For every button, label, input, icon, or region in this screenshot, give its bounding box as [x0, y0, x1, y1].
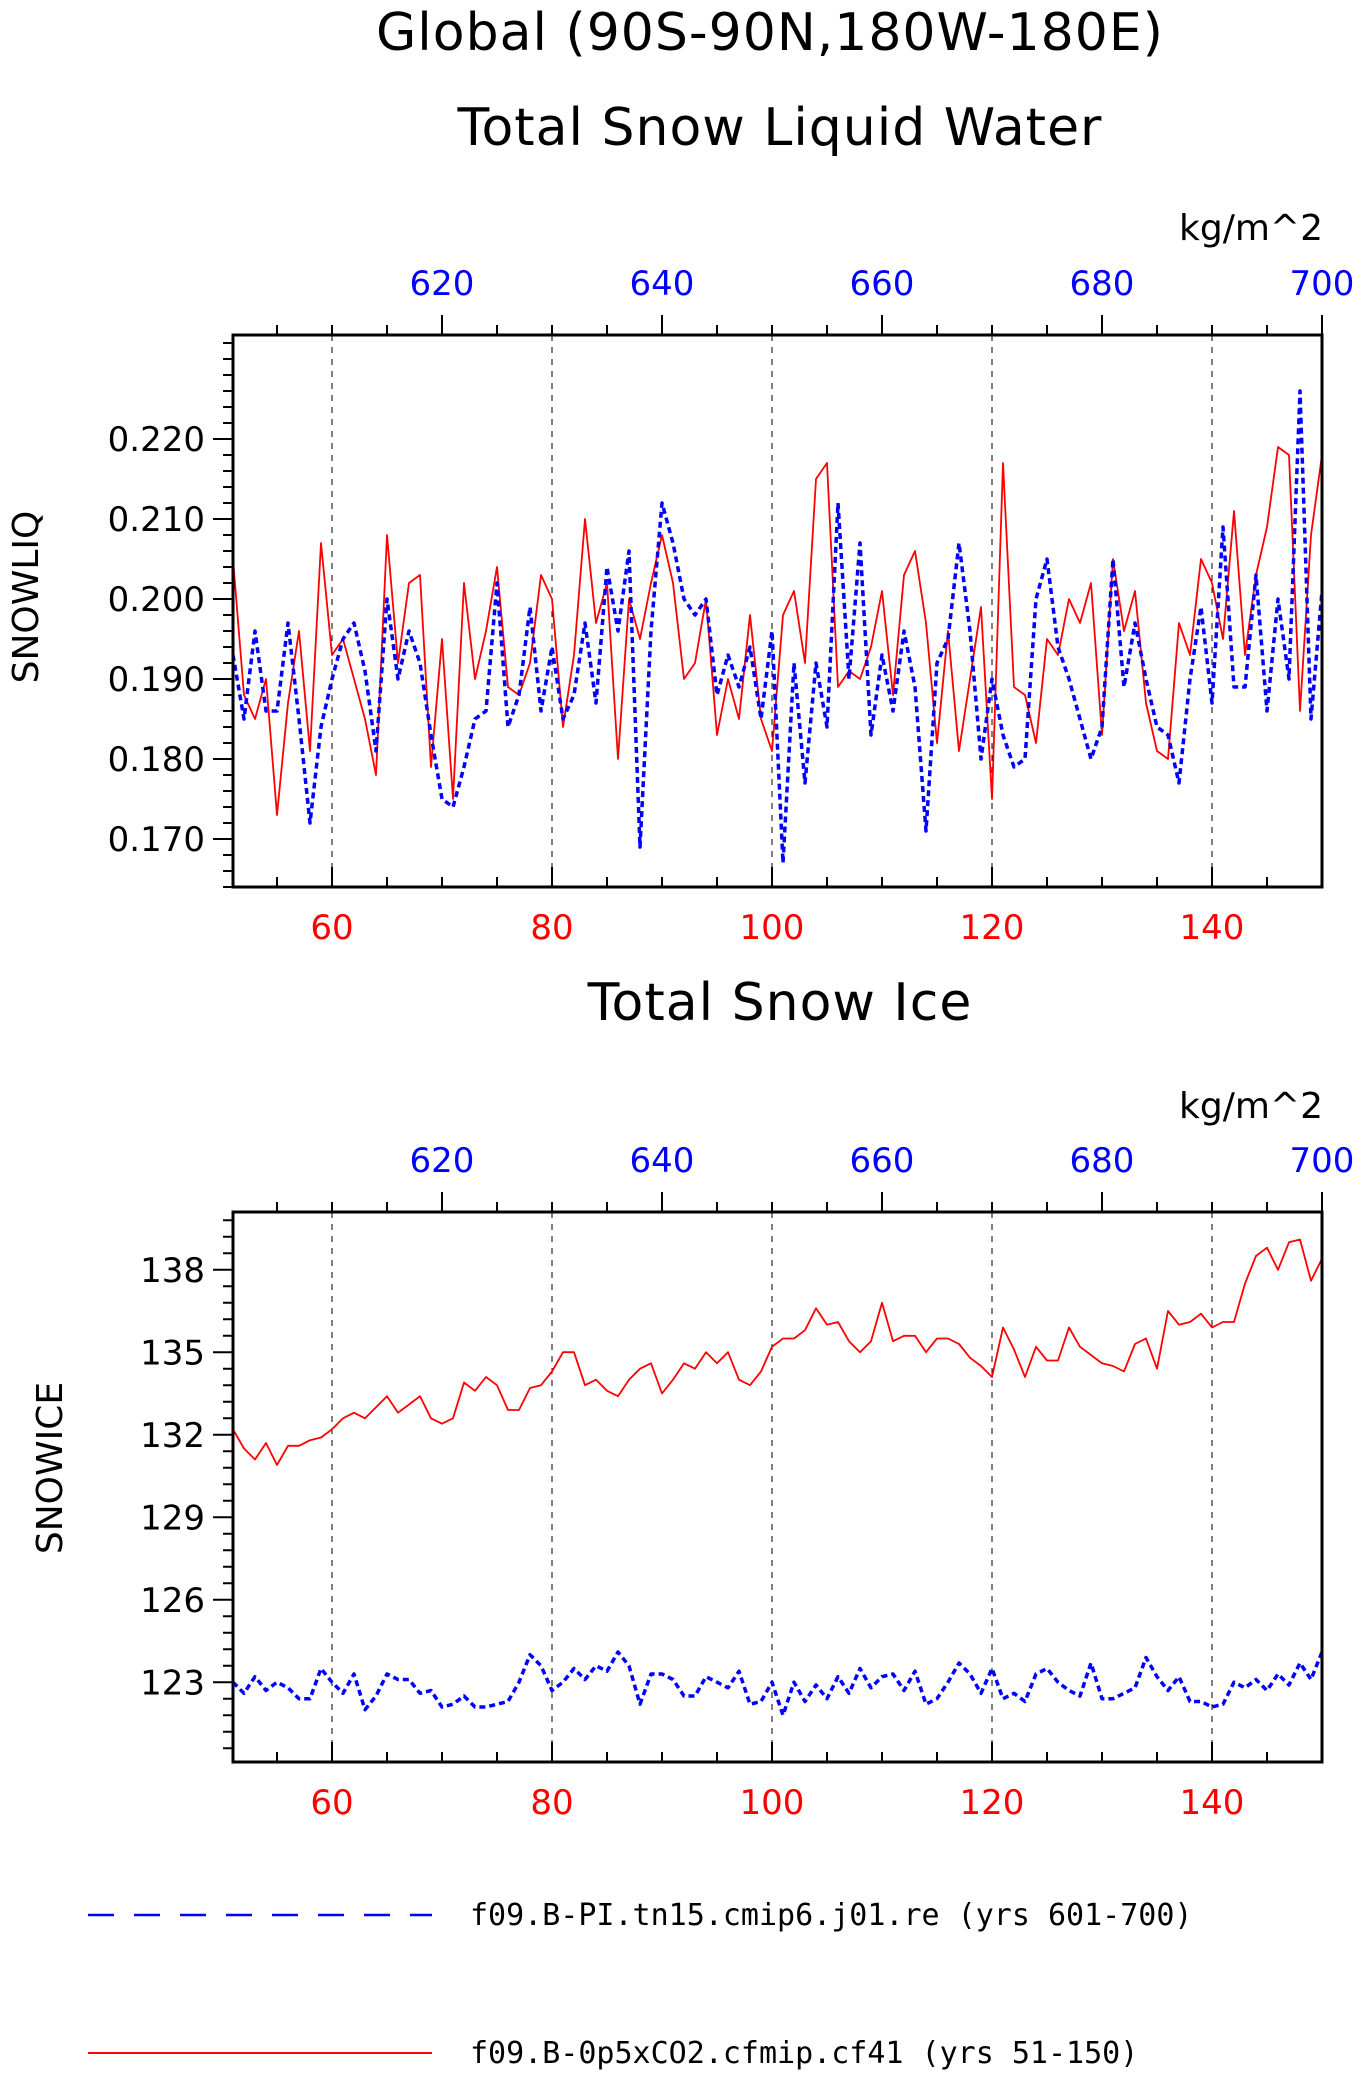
x-tick-label: 120: [960, 1783, 1025, 1823]
top-tick-label: 620: [410, 1141, 475, 1181]
legend-label-red: f09.B-0p5xCO2.cfmip.cf41 (yrs 51-150): [470, 2036, 1138, 2071]
main-title: Global (90S-90N,180W-180E): [376, 3, 1164, 63]
panel-title-snowliq: Total Snow Liquid Water: [457, 98, 1103, 158]
x-tick-label: 120: [960, 908, 1025, 948]
top-tick-label: 660: [850, 264, 915, 304]
y-tick-label: 0.220: [108, 420, 205, 460]
series-line-blue-snowice: [233, 1650, 1322, 1718]
top-tick-label: 660: [850, 1141, 915, 1181]
y-axis-label-snowice: SNOWICE: [30, 1382, 71, 1554]
panel-snowliq: Total Snow Liquid Water kg/m^2 SNOWLIQ 6…: [6, 98, 1355, 948]
units-label-snowice: kg/m^2: [1179, 1086, 1323, 1127]
top-tick-label: 700: [1290, 1141, 1355, 1181]
x-tick-label: 60: [310, 908, 353, 948]
top-tick-label: 700: [1290, 264, 1355, 304]
series-line-blue-snowliq: [233, 389, 1322, 865]
y-tick-label: 132: [140, 1416, 205, 1456]
y-tick-label: 0.180: [108, 740, 205, 780]
panel-snowice: Total Snow Ice kg/m^2 SNOWICE 60 80 100 120…: [30, 973, 1355, 1823]
x-tick-label: 80: [530, 908, 573, 948]
legend-label-blue: f09.B-PI.tn15.cmip6.j01.re (yrs 601-700): [470, 1898, 1192, 1933]
y-tick-label: 123: [140, 1663, 205, 1703]
y-tick-label: 0.210: [108, 500, 205, 540]
top-tick-label: 680: [1070, 1141, 1135, 1181]
series-line-red-snowice: [233, 1238, 1322, 1466]
x-tick-label: 100: [740, 1783, 805, 1823]
y-tick-label: 135: [140, 1333, 205, 1373]
plot-area-snowliq: 60 80 100 120 140 620 640 660 680 700 0.170 0.180 0.…: [108, 264, 1355, 948]
x-tick-label: 80: [530, 1783, 573, 1823]
x-tick-label: 140: [1180, 1783, 1245, 1823]
panel-title-snowice: Total Snow Ice: [587, 973, 973, 1033]
top-tick-label: 640: [630, 264, 695, 304]
series-line-red-snowliq: [233, 446, 1322, 816]
x-tick-label: 140: [1180, 908, 1245, 948]
y-tick-label: 0.170: [108, 820, 205, 860]
units-label-snowliq: kg/m^2: [1179, 208, 1323, 249]
top-tick-label: 620: [410, 264, 475, 304]
plot-frame-snowliq: [231, 333, 1324, 889]
top-tick-label: 640: [630, 1141, 695, 1181]
x-tick-label: 60: [310, 1783, 353, 1823]
top-tick-label: 680: [1070, 264, 1135, 304]
plot-area-snowice: 60 80 100 120 140 620 640 660 680 700 123 126 129 132…: [140, 1141, 1355, 1823]
y-tick-label: 0.190: [108, 660, 205, 700]
y-tick-label: 129: [140, 1498, 205, 1538]
legend: f09.B-PI.tn15.cmip6.j01.re (yrs 601-700)…: [88, 1898, 1192, 2071]
y-tick-label: 126: [140, 1581, 205, 1621]
y-axis-label-snowliq: SNOWLIQ: [6, 511, 47, 684]
plot-frame-snowice: [231, 1210, 1324, 1764]
y-tick-label: 138: [140, 1251, 205, 1291]
x-tick-label: 100: [740, 908, 805, 948]
y-tick-label: 0.200: [108, 580, 205, 620]
